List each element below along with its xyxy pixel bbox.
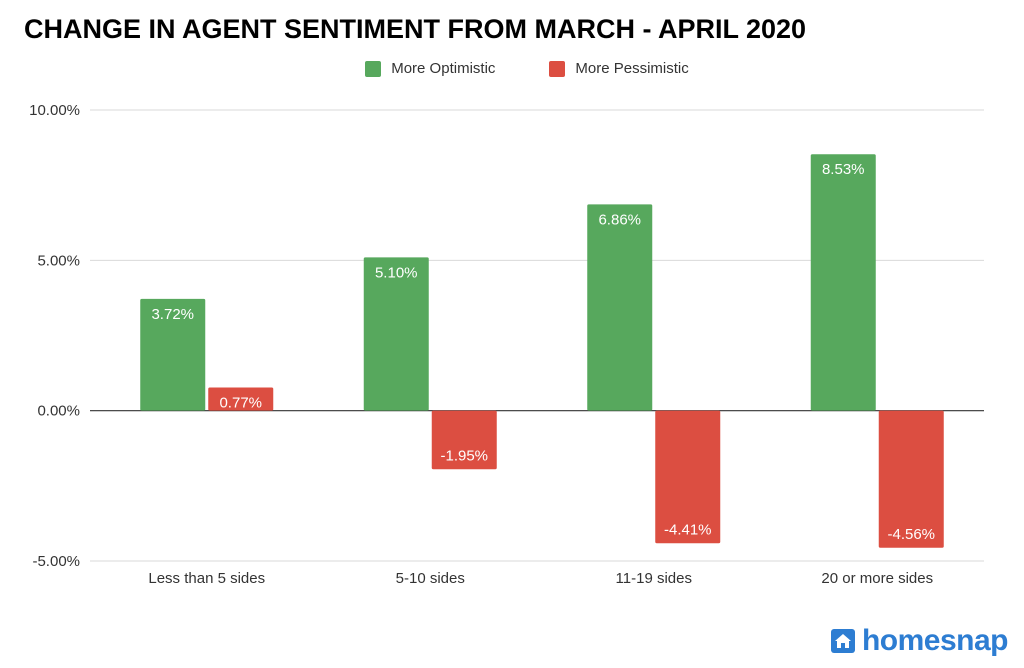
data-label: -4.56% — [887, 526, 935, 543]
legend-label-optimistic: More Optimistic — [391, 60, 496, 77]
bar-pessimistic — [208, 387, 274, 411]
y-tick-label: 5.00% — [37, 252, 80, 269]
bar-optimistic — [363, 257, 429, 411]
x-category-label: 20 or more sides — [821, 570, 933, 587]
bar-optimistic — [587, 204, 653, 411]
bar-pessimistic — [878, 410, 944, 548]
bar-pessimistic — [431, 410, 497, 470]
y-tick-label: -5.00% — [32, 553, 80, 570]
legend-item-pessimistic: More Pessimistic — [549, 60, 689, 77]
y-tick-label: 10.00% — [29, 102, 80, 119]
x-category-label: 11-19 sides — [616, 570, 692, 587]
logo-text: homesnap — [861, 624, 1009, 657]
x-category-label: Less than 5 sides — [148, 570, 265, 587]
legend-label-pessimistic: More Pessimistic — [575, 60, 689, 77]
house-icon — [830, 629, 855, 653]
bar-optimistic — [810, 154, 876, 411]
data-label: 6.86% — [598, 211, 641, 228]
y-tick-label: 0.00% — [37, 403, 80, 420]
data-label: 5.10% — [375, 264, 418, 281]
homesnap-logo: homesnap — [830, 624, 1009, 658]
bar-optimistic — [140, 298, 206, 411]
legend-swatch-optimistic — [365, 60, 382, 77]
data-label: 3.72% — [151, 306, 194, 323]
legend-swatch-pessimistic — [549, 60, 566, 77]
data-label: -1.95% — [440, 447, 488, 464]
data-label: 8.53% — [822, 161, 865, 178]
data-label: 0.77% — [219, 395, 262, 412]
chart-legend: More Optimistic More Pessimistic — [0, 60, 1024, 77]
chart-title: CHANGE IN AGENT SENTIMENT FROM MARCH - A… — [24, 14, 807, 44]
bar-pessimistic — [655, 410, 721, 544]
data-label: -4.41% — [664, 521, 712, 538]
legend-item-optimistic: More Optimistic — [365, 60, 495, 77]
x-category-label: 5-10 sides — [396, 570, 465, 587]
